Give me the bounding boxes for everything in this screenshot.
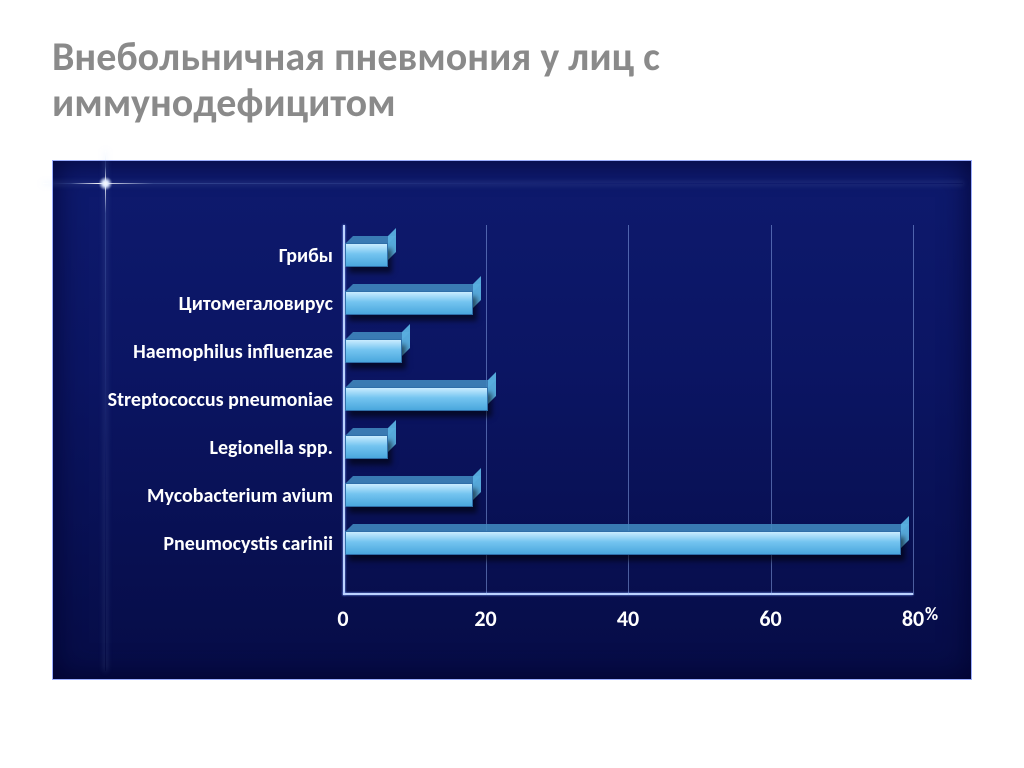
bar	[345, 483, 473, 507]
slide: Внебольничная пневмония у лиц с иммуноде…	[0, 0, 1024, 768]
gridline	[913, 225, 914, 595]
bar-side-face	[402, 324, 410, 356]
bar-side-face	[388, 420, 396, 452]
bar	[345, 387, 488, 411]
category-label: Pneumocystis carinii	[53, 532, 333, 556]
x-tick-label: 20	[456, 605, 516, 632]
bar	[345, 531, 901, 555]
flare-spark-icon	[99, 177, 112, 190]
category-label: Legionella spp.	[53, 436, 333, 460]
x-tick-label: 0	[313, 605, 373, 632]
flare-horizontal	[43, 183, 963, 184]
bottom-strip	[0, 718, 1024, 768]
bar-side-face	[473, 276, 481, 308]
plot-area: % 020406080	[343, 225, 913, 595]
bar-side-face	[388, 228, 396, 260]
bar	[345, 339, 402, 363]
chart-panel: % 020406080 Грибы Цитомегаловирус Haemophi…	[52, 160, 972, 680]
x-tick-label: 40	[598, 605, 658, 632]
category-label: Streptococcus pneumoniae	[53, 388, 333, 412]
bar-side-face	[473, 468, 481, 500]
category-label: Цитомегаловирус	[53, 292, 333, 316]
x-tick-label: 60	[741, 605, 801, 632]
slide-title: Внебольничная пневмония у лиц с иммуноде…	[52, 34, 972, 126]
x-tick-label: 80	[883, 605, 943, 632]
bar	[345, 435, 388, 459]
bar	[345, 291, 473, 315]
category-label: Mycobacterium avium	[53, 484, 333, 508]
category-label: Грибы	[53, 244, 333, 268]
bar	[345, 243, 388, 267]
bar-side-face	[488, 372, 496, 404]
bar-side-face	[901, 516, 909, 548]
category-label: Haemophilus influenzae	[53, 340, 333, 364]
